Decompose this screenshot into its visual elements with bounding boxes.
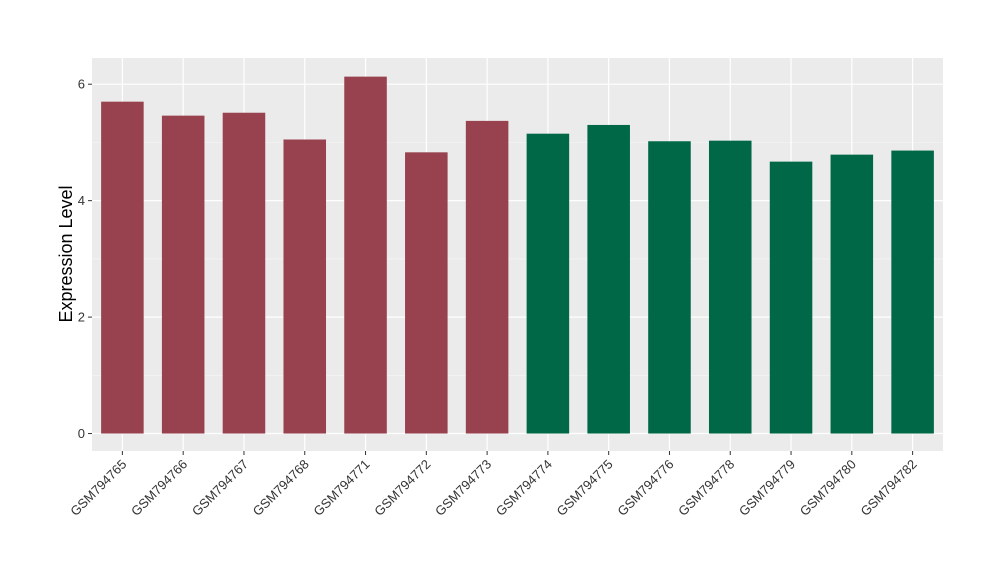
bar-GSM794773 — [465, 120, 509, 434]
y-tick-label: 0 — [78, 426, 85, 441]
x-tick-label: GSM794768 — [250, 457, 312, 519]
x-tick-label: GSM794780 — [797, 457, 859, 519]
x-tick-label: GSM794782 — [858, 457, 920, 519]
panel-background — [92, 58, 943, 451]
bar-GSM794767 — [222, 112, 266, 434]
x-axis: GSM794765GSM794766GSM794767GSM794768GSM7… — [67, 451, 920, 519]
bar-GSM794766 — [161, 115, 205, 434]
x-tick-label: GSM794772 — [371, 457, 433, 519]
bar-GSM794782 — [891, 150, 934, 434]
x-tick-label: GSM794765 — [67, 457, 129, 519]
y-tick-label: 2 — [78, 310, 85, 325]
x-tick-label: GSM794776 — [614, 457, 676, 519]
x-tick-label: GSM794766 — [128, 457, 190, 519]
x-tick-label: GSM794779 — [736, 457, 798, 519]
bar-GSM794768 — [283, 139, 327, 434]
x-tick-label: GSM794775 — [554, 457, 616, 519]
bar-GSM794778 — [708, 140, 752, 434]
bar-GSM794780 — [830, 154, 874, 434]
y-tick-label: 6 — [78, 77, 85, 92]
y-axis-title: Expression Level — [56, 185, 76, 322]
x-tick-label: GSM794771 — [310, 457, 372, 519]
bar-GSM794772 — [405, 152, 448, 434]
bar-GSM794765 — [101, 101, 144, 434]
y-axis: 0 2 4 6 — [78, 77, 92, 441]
x-tick-label: GSM794767 — [189, 457, 251, 519]
bar-GSM794771 — [344, 76, 387, 434]
bar-GSM794776 — [648, 141, 691, 434]
x-tick-label: GSM794774 — [493, 457, 555, 519]
bar-GSM794775 — [587, 124, 630, 434]
bars — [101, 76, 934, 434]
bar-GSM794774 — [526, 133, 570, 434]
x-tick-label: GSM794773 — [432, 457, 494, 519]
x-tick-label: GSM794778 — [675, 457, 737, 519]
y-tick-label: 4 — [78, 193, 85, 208]
bar-GSM794779 — [769, 161, 813, 434]
